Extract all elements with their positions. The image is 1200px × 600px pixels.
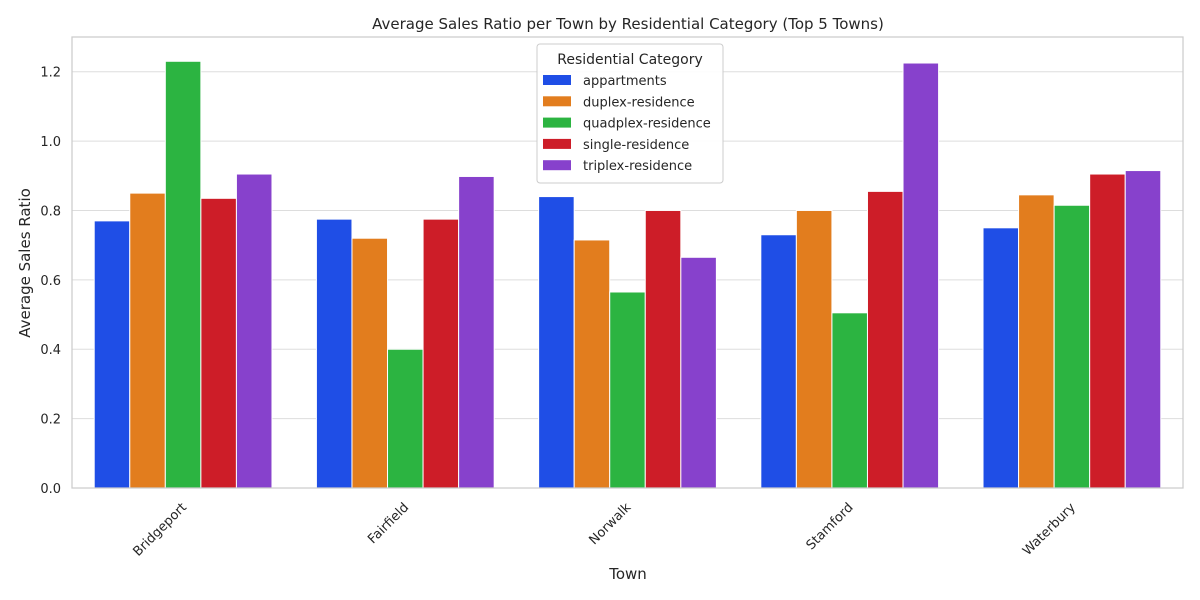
bar-triplex-residence-fairfield bbox=[458, 175, 495, 489]
bar-duplex-residence-waterbury bbox=[1018, 194, 1055, 489]
x-tick-label: Waterbury bbox=[1020, 500, 1079, 559]
plot-frame bbox=[71, 36, 1184, 489]
y-tick-label: 0.4 bbox=[40, 343, 61, 358]
bar-duplex-residence-stamford bbox=[795, 209, 833, 489]
bar-triplex-residence-bridgeport bbox=[235, 173, 273, 489]
y-tick-label: 0.2 bbox=[40, 413, 61, 428]
y-tick-label: 1.2 bbox=[40, 66, 61, 81]
y-tick-label: 1.0 bbox=[40, 135, 61, 150]
legend-title: Residential Category bbox=[557, 52, 703, 68]
bar-duplex-residence-bridgeport bbox=[129, 192, 166, 489]
legend-label-duplex-residence: duplex-residence bbox=[583, 95, 695, 110]
bar-single-residence-waterbury bbox=[1089, 173, 1126, 489]
y-tick-label: 0.8 bbox=[40, 204, 61, 219]
legend-swatch-quadplex-residence bbox=[543, 117, 571, 128]
legend: Residential Category appartments duplex-re… bbox=[536, 43, 724, 184]
y-tick-label: 0.0 bbox=[40, 482, 61, 497]
x-tick-label: Stamford bbox=[804, 500, 857, 553]
legend-swatch-triplex-residence bbox=[543, 160, 571, 171]
bar-appartments-norwalk bbox=[538, 196, 575, 489]
legend-swatch-appartments bbox=[543, 75, 571, 85]
y-axis-label: Average Sales Ratio bbox=[16, 188, 34, 338]
x-axis-ticks: Bridgeport Fairfield Norwalk Stamford Waterb… bbox=[131, 500, 1079, 560]
bar-quadplex-residence-fairfield bbox=[387, 348, 424, 489]
x-tick-label: Bridgeport bbox=[131, 500, 190, 559]
y-tick-label: 0.6 bbox=[40, 274, 61, 289]
bar-appartments-stamford bbox=[760, 234, 797, 489]
bar-quadplex-residence-norwalk bbox=[609, 291, 646, 489]
bar-single-residence-fairfield bbox=[422, 218, 460, 489]
bar-quadplex-residence-waterbury bbox=[1053, 204, 1091, 489]
bar-triplex-residence-stamford bbox=[902, 62, 940, 489]
bar-duplex-residence-fairfield bbox=[351, 237, 389, 489]
x-axis-label: Town bbox=[608, 565, 647, 583]
bar-triplex-residence-waterbury bbox=[1124, 170, 1162, 489]
bar-quadplex-residence-stamford bbox=[831, 312, 868, 489]
legend-box bbox=[536, 43, 724, 184]
bar-triplex-residence-norwalk bbox=[680, 256, 717, 489]
legend-label-appartments: appartments bbox=[583, 74, 667, 89]
legend-label-triplex-residence: triplex-residence bbox=[583, 159, 692, 174]
bars bbox=[93, 60, 1162, 489]
legend-label-single-residence: single-residence bbox=[583, 138, 689, 153]
bar-single-residence-norwalk bbox=[644, 209, 682, 489]
y-axis-ticks: 0.0 0.2 0.4 0.6 0.8 1.0 1.2 bbox=[40, 66, 61, 497]
legend-swatch-single-residence bbox=[543, 138, 571, 149]
bar-duplex-residence-norwalk bbox=[573, 239, 611, 489]
bar-appartments-fairfield bbox=[315, 218, 353, 489]
bar-single-residence-stamford bbox=[866, 190, 904, 489]
x-tick-label: Norwalk bbox=[586, 500, 634, 548]
bar-appartments-waterbury bbox=[982, 227, 1020, 489]
legend-label-quadplex-residence: quadplex-residence bbox=[583, 117, 711, 132]
bar-appartments-bridgeport bbox=[93, 220, 131, 489]
bar-quadplex-residence-bridgeport bbox=[164, 60, 202, 489]
bar-single-residence-bridgeport bbox=[200, 197, 237, 489]
chart-title: Average Sales Ratio per Town by Resident… bbox=[372, 15, 884, 33]
legend-swatch-duplex-residence bbox=[543, 96, 571, 107]
x-tick-label: Fairfield bbox=[365, 500, 412, 547]
